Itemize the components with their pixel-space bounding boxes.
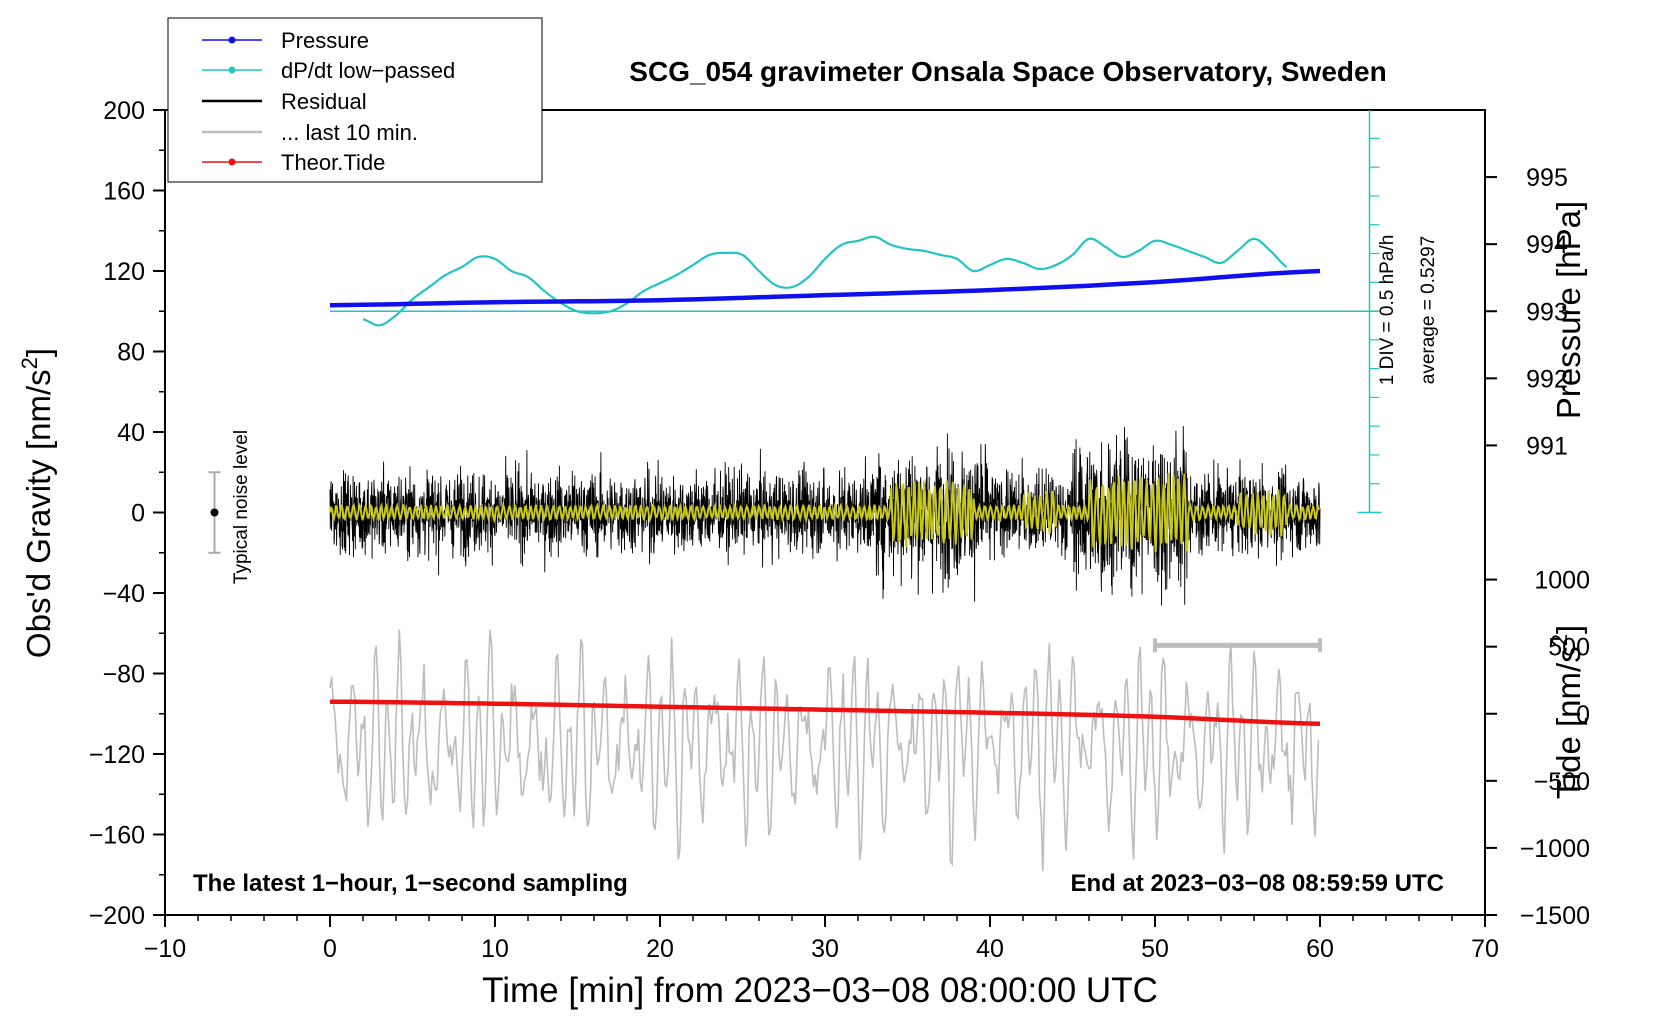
x-tick-label: −10 [144, 935, 186, 963]
pressure-tick-label: 992 [1526, 365, 1568, 393]
x-tick-label: 50 [1141, 935, 1169, 963]
tide-axis-label-main: Tide [nm/s [1550, 646, 1587, 799]
tide-tick-label: −1500 [1520, 902, 1590, 930]
legend-dpdt-label: dP/dt low−passed [281, 58, 455, 83]
gravity-axis-label-sup: 2 [17, 357, 42, 369]
noise-level-label: Typical noise level [231, 430, 252, 584]
tide-axis-label-sup: 2 [1547, 634, 1572, 646]
axes-layer: −10 0 10 20 30 40 50 60 7020016012080400−40−80−1… [89, 97, 1590, 963]
y-tick-label: −80 [103, 661, 145, 689]
x-tick-label: 0 [323, 935, 337, 963]
pressure-trace [329, 268, 1321, 308]
pressure-tick-label: 993 [1526, 298, 1568, 326]
legend: Pressure dP/dt low−passed Residual ... l… [167, 17, 543, 183]
residual-lowpassed-trace [329, 472, 1320, 553]
pressure-tick-label: 994 [1526, 231, 1568, 259]
dpdt-average-label: average = 0.5297 [1418, 236, 1439, 384]
legend-residual-label: Residual [281, 89, 367, 114]
legend-pressure-marker [228, 36, 236, 44]
y-tick-label: −120 [89, 741, 145, 769]
tide-trace [329, 699, 1321, 727]
y-tick-label: 200 [103, 97, 145, 125]
legend-tide-label: Theor.Tide [281, 150, 385, 175]
y-tick-label: 80 [117, 339, 145, 367]
y-tick-label: −200 [89, 902, 145, 930]
chart-title: SCG_054 gravimeter Onsala Space Observat… [629, 56, 1386, 87]
y-tick-label: 40 [117, 419, 145, 447]
dpdt-scale-label: 1 DIV = 0.5 hPa/h [1377, 235, 1398, 386]
x-axis-label: Time [min] from 2023−03−08 08:00:00 UTC [482, 971, 1158, 1010]
x-tick-label: 10 [481, 935, 509, 963]
tide-tick-label: −500 [1534, 768, 1590, 796]
x-tick-label: 60 [1306, 935, 1334, 963]
noise-marker [210, 508, 219, 517]
pressure-tick-label: 991 [1526, 432, 1568, 460]
tide-axis-label-tail: ] [1550, 625, 1587, 634]
data-layer [208, 110, 1382, 872]
tide-tick-label: 500 [1548, 634, 1590, 662]
y-tick-label: 0 [131, 500, 145, 528]
gravity-axis-label-main: Obs'd Gravity [nm/s [20, 369, 57, 658]
y-tick-label: −40 [103, 580, 145, 608]
dpdt-trace [362, 235, 1288, 327]
x-tick-label: 30 [811, 935, 839, 963]
x-tick-label: 20 [646, 935, 674, 963]
legend-last10-label: ... last 10 min. [281, 120, 418, 145]
gravity-axis-label-tail: ] [20, 348, 57, 357]
legend-dpdt-marker [228, 66, 236, 74]
annotation-layer: SCG_054 gravimeter Onsala Space Observat… [17, 56, 1587, 1010]
tide-axis-label: Tide [nm/s2] [1547, 625, 1587, 799]
y-tick-label: 160 [103, 178, 145, 206]
tide-tick-label: −1000 [1520, 835, 1590, 863]
pressure-tick-label: 995 [1526, 164, 1568, 192]
last10-trace [329, 629, 1320, 872]
y-tick-label: 120 [103, 258, 145, 286]
x-tick-label: 70 [1471, 935, 1499, 963]
annotation-bottom-right: End at 2023−03−08 08:59:59 UTC [1070, 870, 1444, 897]
pressure-axis-label: Pressure [hPa] [1550, 201, 1587, 419]
tide-tick-label: 1000 [1534, 567, 1590, 595]
legend-pressure-label: Pressure [281, 28, 369, 53]
y-tick-label: −160 [89, 822, 145, 850]
annotation-bottom-left: The latest 1−hour, 1−second sampling [193, 870, 628, 897]
gravity-axis-label: Obs'd Gravity [nm/s2] [17, 348, 57, 658]
tide-tick-label: 0 [1576, 701, 1590, 729]
x-tick-label: 40 [976, 935, 1004, 963]
legend-tide-marker [228, 158, 236, 166]
